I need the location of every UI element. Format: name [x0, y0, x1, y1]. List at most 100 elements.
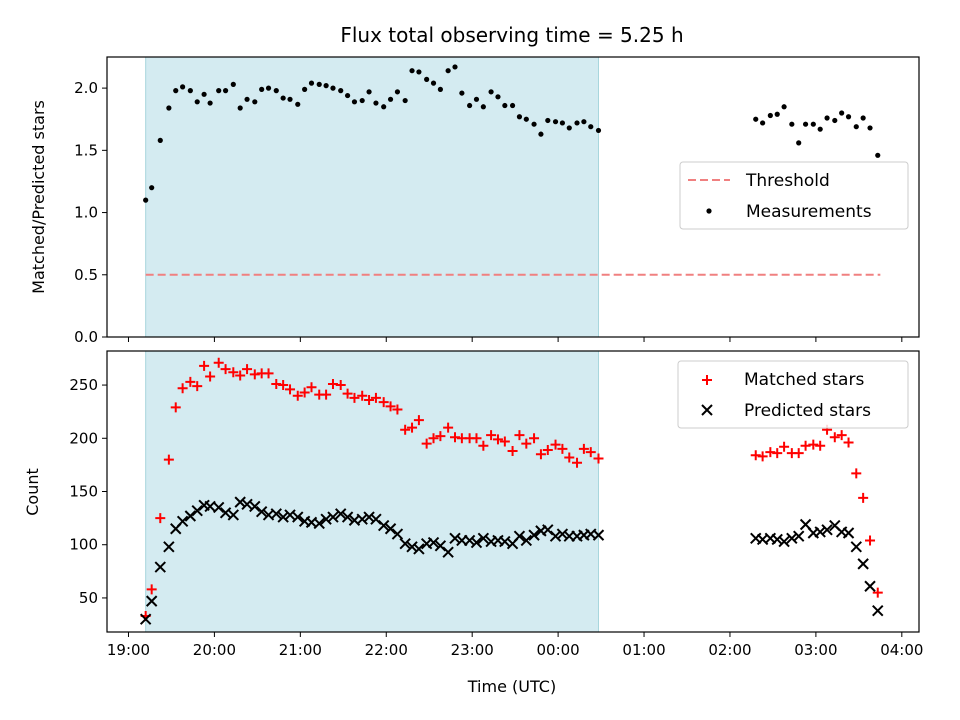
matched-star-point: [364, 394, 375, 405]
measurement-point: [180, 84, 186, 90]
matched-star-point: [235, 370, 246, 381]
measurement-point: [252, 99, 258, 105]
predicted-star-point: [341, 511, 354, 523]
matched-star-point: [199, 360, 210, 371]
measurement-point: [359, 97, 365, 104]
measurement-point: [287, 96, 293, 102]
measurement-point: [230, 81, 236, 87]
x-tick-label: 02:00: [708, 641, 751, 659]
matched-star-point: [499, 436, 510, 447]
matched-star-point: [299, 387, 310, 398]
matched-star-point: [478, 440, 489, 451]
bottom-legend: Matched stars Predicted stars: [677, 360, 909, 429]
measurement-point: [351, 99, 358, 105]
measurement-point: [839, 110, 845, 116]
matched-star-point: [192, 381, 203, 392]
legend-measurements-swatch: [706, 208, 712, 214]
measurement-point: [259, 86, 265, 92]
matched-star-point: [213, 357, 224, 368]
measurement-point: [402, 97, 408, 104]
x-axis-label: Time (UTC): [467, 677, 556, 696]
measurement-point: [523, 116, 529, 122]
measurement-point: [502, 102, 508, 109]
x-tick-label: 01:00: [622, 641, 665, 659]
matched-star-point: [321, 389, 332, 400]
matched-star-point: [865, 535, 876, 546]
measurement-point: [273, 88, 279, 94]
matched-star-point: [271, 378, 282, 389]
measurement-point: [409, 68, 415, 74]
measurement-point: [373, 100, 379, 106]
matched-star-point: [772, 448, 783, 459]
top-panel: 0.0 0.5 1.0 1.5 2.0 Threshold Measurements: [74, 56, 920, 346]
measurement-point: [387, 96, 394, 102]
measurement-point: [845, 114, 852, 120]
measurement-point: [265, 85, 272, 91]
predicted-star-point: [792, 530, 805, 542]
matched-star-point: [836, 430, 847, 441]
predicted-star-point: [864, 580, 876, 592]
matched-star-point: [242, 364, 253, 375]
measurement-point: [781, 104, 787, 110]
measurement-point: [416, 69, 422, 75]
matched-star-point: [177, 383, 188, 394]
matched-star-point: [872, 587, 883, 598]
predicted-star-point: [320, 513, 332, 525]
measurement-point: [157, 137, 163, 143]
top-shaded-region: [145, 56, 599, 338]
measurement-point: [187, 88, 193, 94]
measurement-point: [222, 88, 229, 94]
predicted-star-point: [191, 504, 203, 517]
bottom-y-tick-label: 100: [69, 536, 98, 554]
measurement-point: [394, 89, 401, 95]
measurement-point: [832, 117, 838, 124]
matched-star-point: [278, 380, 289, 391]
matched-star-point: [593, 453, 604, 464]
measurement-point: [173, 88, 179, 94]
measurement-point: [437, 86, 443, 92]
measurement-point: [581, 119, 587, 125]
predicted-star-point: [391, 528, 404, 540]
x-tick-label: 19:00: [107, 641, 150, 659]
matched-star-point: [327, 378, 338, 389]
predicted-star-point: [139, 613, 152, 625]
predicted-star-point: [513, 530, 526, 542]
measurement-point: [488, 89, 494, 95]
matched-star-point: [557, 443, 568, 454]
predicted-star-point: [520, 534, 533, 547]
legend-matched-label: Matched stars: [744, 370, 864, 390]
predicted-star-point: [592, 529, 605, 541]
top-y-tick-label: 1.0: [74, 204, 98, 222]
matched-star-point: [163, 454, 174, 465]
matched-star-point: [843, 437, 854, 448]
predicted-star-point: [145, 595, 158, 607]
predicted-star-point: [384, 523, 397, 535]
matched-star-point: [486, 430, 497, 441]
matched-star-point: [851, 468, 862, 479]
measurement-point: [789, 121, 795, 127]
measurement-point: [552, 119, 559, 125]
predicted-star-point: [234, 496, 246, 508]
predicted-star-point: [227, 509, 240, 521]
measurement-point: [344, 92, 351, 99]
measurement-point: [302, 86, 308, 92]
predicted-star-point: [821, 524, 833, 536]
matched-star-point: [357, 390, 368, 401]
measurement-point: [817, 126, 823, 132]
measurement-point: [166, 105, 172, 111]
predicted-star-point: [556, 528, 569, 540]
predicted-star-point: [857, 558, 869, 570]
measurement-point: [280, 95, 286, 101]
predicted-star-point: [377, 519, 390, 532]
matched-star-point: [435, 431, 446, 442]
measurement-point: [824, 115, 830, 121]
x-tick-label: 22:00: [365, 641, 408, 659]
predicted-star-point: [463, 534, 476, 547]
measurement-point: [545, 117, 551, 124]
predicted-star-point: [786, 532, 798, 545]
matched-star-point: [263, 368, 274, 379]
matched-star-point: [450, 432, 460, 443]
predicted-star-point: [549, 530, 562, 542]
predicted-star-point: [406, 541, 418, 553]
